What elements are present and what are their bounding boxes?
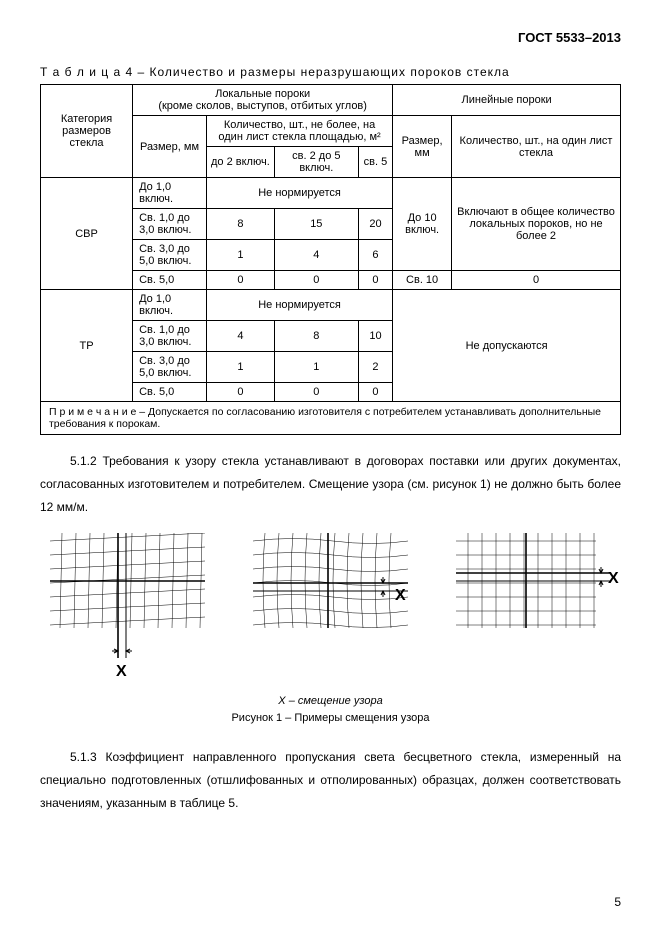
col-linear: Линейные пороки [393, 85, 621, 116]
col-size: Размер, мм [133, 116, 207, 178]
val: 0 [358, 383, 392, 402]
table-caption: Т а б л и ц а 4 – Количество и размеры н… [40, 65, 621, 79]
val: 10 [358, 321, 392, 352]
val: 8 [206, 209, 274, 240]
col-category: Категория размеров стекла [41, 85, 133, 178]
val: 2 [358, 352, 392, 383]
figure-caption: Х – смещение узора Рисунок 1 – Примеры с… [40, 693, 621, 726]
size-cell: До 1,0 включ. [133, 178, 207, 209]
paragraph-512: 5.1.2 Требования к узору стекла устанавл… [40, 450, 621, 518]
size-cell: Св. 5,0 [133, 271, 207, 290]
col-local: Локальные пороки (кроме сколов, выступов… [133, 85, 393, 116]
col-linsize: Размер, мм [393, 116, 452, 178]
val: 0 [358, 271, 392, 290]
lintext1: Включают в общее количество локаль­ных п… [452, 178, 621, 271]
col-2to5: св. 2 до 5 включ. [274, 147, 358, 178]
notnormed: Не нормируется [206, 290, 392, 321]
size-cell: Св. 1,0 до 3,0 включ. [133, 209, 207, 240]
val: 8 [274, 321, 358, 352]
col-linqty: Количество, шт., на один лист стекла [452, 116, 621, 178]
fig-caption-line2: Рисунок 1 – Примеры смещения узора [231, 712, 429, 724]
figure-row: X X [40, 533, 621, 683]
val: 1 [206, 352, 274, 383]
size-cell: До 1,0 включ. [133, 290, 207, 321]
size-cell: Св. 3,0 до 5,0 включ. [133, 240, 207, 271]
linsize1: До 10 включ. [393, 178, 452, 271]
size-cell: Св. 1,0 до 3,0 включ. [133, 321, 207, 352]
size-cell: Св. 3,0 до 5,0 включ. [133, 352, 207, 383]
val: 0 [206, 383, 274, 402]
val: 6 [358, 240, 392, 271]
x-label: X [116, 663, 127, 680]
col-over5: св. 5 [358, 147, 392, 178]
val: 20 [358, 209, 392, 240]
document-header: ГОСТ 5533–2013 [40, 30, 621, 45]
size-cell: Св. 5,0 [133, 383, 207, 402]
val: 4 [274, 240, 358, 271]
defects-table: Категория размеров стекла Локальные поро… [40, 84, 621, 435]
val: 0 [274, 271, 358, 290]
col-upto2: до 2 включ. [206, 147, 274, 178]
val: 0 [206, 271, 274, 290]
cat-tr: ТР [41, 290, 133, 402]
paragraph-513: 5.1.3 Коэффициент направленного пропуска… [40, 746, 621, 814]
fig-caption-line1: Х – смещение узора [278, 695, 382, 707]
linsize2: Св. 10 [393, 271, 452, 290]
val: 15 [274, 209, 358, 240]
page-number: 5 [40, 895, 621, 909]
col-qty: Количество, шт., не более, на один лист … [206, 116, 392, 147]
val: 0 [274, 383, 358, 402]
table-note: П р и м е ч а н и е – Допускается по сог… [41, 402, 621, 435]
x-label: X [608, 570, 619, 587]
cat-svr: СВР [41, 178, 133, 290]
val: 0 [452, 271, 621, 290]
figure-1b: X [243, 533, 418, 683]
notnormed: Не нормируется [206, 178, 392, 209]
val: 1 [274, 352, 358, 383]
figure-1c: X [446, 533, 621, 683]
x-label: X [395, 587, 406, 604]
val: 4 [206, 321, 274, 352]
notallowed: Не допускаются [393, 290, 621, 402]
val: 1 [206, 240, 274, 271]
figure-1a: X [40, 533, 215, 683]
